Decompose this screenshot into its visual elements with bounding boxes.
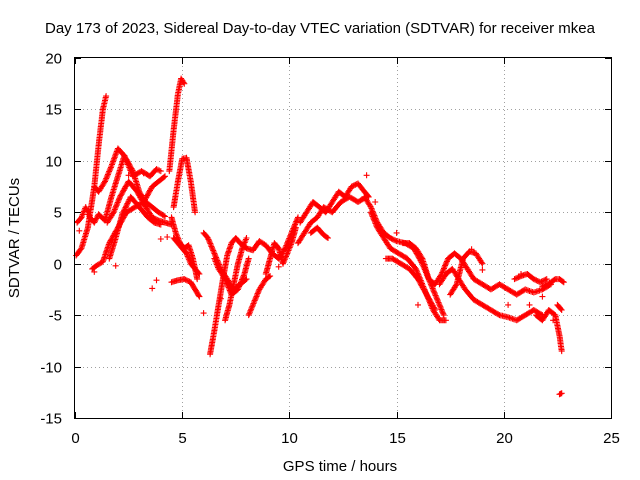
isolated-point xyxy=(153,277,160,284)
x-tick-label: 20 xyxy=(496,430,513,447)
y-tick-label: 20 xyxy=(45,51,62,68)
y-tick-label: -15 xyxy=(40,411,62,428)
x-tick-label: 5 xyxy=(178,430,186,447)
chart-title: Day 173 of 2023, Sidereal Day-to-day VTE… xyxy=(45,20,596,37)
series-trace-7 xyxy=(166,75,188,175)
y-tick-label: 0 xyxy=(54,257,62,274)
series-trace-5 xyxy=(104,178,175,228)
series-trace-8 xyxy=(170,154,199,216)
isolated-point xyxy=(372,199,379,205)
x-tick-label: 0 xyxy=(71,430,79,447)
x-tick-label: 15 xyxy=(389,430,406,447)
x-tick-label: 10 xyxy=(281,430,298,447)
x-tick-label: 25 xyxy=(603,430,620,447)
isolated-point xyxy=(550,317,557,324)
series-trace-11 xyxy=(170,235,203,277)
isolated-point xyxy=(393,229,400,236)
series-trace-24 xyxy=(400,240,554,298)
isolated-point xyxy=(164,234,171,240)
series-trace-10 xyxy=(168,276,203,300)
series-trace-26 xyxy=(447,248,486,298)
y-tick-label: 5 xyxy=(54,205,62,222)
series-trace-15 xyxy=(222,235,250,324)
isolated-point xyxy=(112,262,119,269)
series-trace-31 xyxy=(556,390,565,398)
series-trace-17 xyxy=(262,224,299,277)
isolated-point xyxy=(140,170,147,177)
isolated-point xyxy=(76,227,83,234)
tick-labels: 0 5 10 15 20 25 20 15 10 5 0 -5 -10 -15 xyxy=(40,51,620,448)
isolated-point xyxy=(539,293,546,300)
isolated-point xyxy=(157,236,164,242)
isolated-point xyxy=(149,285,156,292)
isolated-point xyxy=(526,301,533,308)
y-tick-label: -5 xyxy=(49,308,62,325)
isolated-point xyxy=(505,301,512,308)
isolated-point xyxy=(200,310,207,317)
isolated-point xyxy=(518,271,524,277)
series-trace-30 xyxy=(554,301,565,313)
isolated-point xyxy=(468,246,475,253)
isolated-point xyxy=(415,301,421,308)
series-trace-20 xyxy=(307,224,331,241)
series-trace-29 xyxy=(539,276,567,290)
series-trace-19 xyxy=(295,193,370,247)
series-trace-23 xyxy=(382,255,439,313)
plot-frame xyxy=(74,57,612,419)
series-trace-27 xyxy=(511,271,550,286)
y-tick-label: -10 xyxy=(40,360,62,377)
series-trace-28 xyxy=(533,307,565,355)
isolated-point xyxy=(125,172,132,179)
y-tick-label: 10 xyxy=(45,154,62,171)
data-points xyxy=(73,75,567,398)
y-tick-label: 15 xyxy=(45,102,62,119)
series-trace-16 xyxy=(245,273,274,319)
series-trace-6 xyxy=(106,193,164,262)
isolated-point xyxy=(363,172,370,179)
isolated-point xyxy=(217,295,224,302)
x-axis-label: GPS time / hours xyxy=(283,458,397,475)
grid-lines xyxy=(75,58,611,418)
isolated-point xyxy=(479,266,486,273)
y-axis-label: SDTVAR / TECUs xyxy=(6,178,23,298)
isolated-point xyxy=(275,263,282,270)
isolated-point xyxy=(91,268,98,275)
